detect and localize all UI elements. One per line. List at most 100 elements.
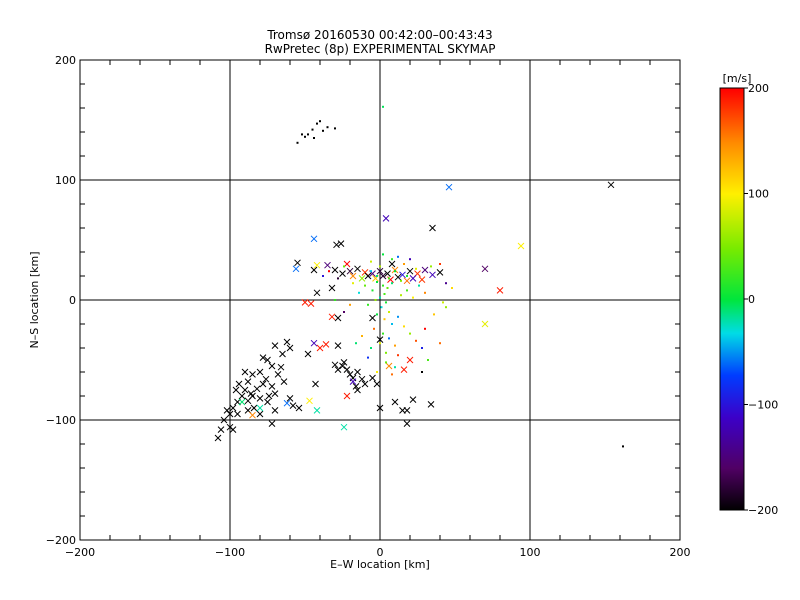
data-point-dot [334,299,336,301]
data-point-x [277,363,285,371]
data-point-dot [424,327,426,330]
data-point-x [294,259,301,267]
data-point-dot [409,332,411,335]
colorbar-strip [720,137,744,139]
colorbar-strip [720,443,744,445]
data-point-dot [391,323,393,325]
data-point-x [229,404,237,412]
colorbar-strip [720,310,744,312]
data-point-x [354,386,361,394]
data-point-dot [406,289,408,292]
data-point-x [400,366,408,373]
data-point-x [607,181,615,189]
colorbar-strip [720,188,744,190]
data-point-x [337,240,345,247]
colorbar-strip [720,473,744,475]
colorbar-strip [720,394,744,396]
colorbar-strip [720,247,744,249]
colorbar-strip [720,240,744,242]
colorbar-strip [720,318,744,320]
colorbar-strip [720,253,744,255]
colorbar-strip [720,402,744,404]
colorbar-strip [720,248,744,250]
colorbar-strip [720,185,744,187]
colorbar-strip [720,333,744,335]
colorbar-strip [720,152,744,154]
data-point-dot [439,342,441,345]
colorbar-strip [720,371,744,373]
colorbar-strip [720,102,744,104]
colorbar-strip [720,167,744,169]
data-point-x [394,273,402,281]
colorbar-strip [720,144,744,146]
colorbar-strip [720,390,744,392]
colorbar-strip [720,139,744,141]
colorbar-strip [720,226,744,228]
data-point-dot [382,332,384,335]
data-point-x [271,390,279,397]
data-point-x [409,396,417,403]
data-point-dot [313,137,315,139]
colorbar-strip [720,383,744,385]
data-point-x [271,342,279,349]
colorbar-strip [720,89,744,91]
colorbar-strip [720,286,744,288]
colorbar-strip [720,374,744,376]
colorbar-strip [720,93,744,95]
colorbar-strip [720,325,744,327]
data-point-x [481,265,489,273]
colorbar-strip [720,97,744,99]
colorbar-strip [720,91,744,93]
data-point-x [223,407,231,414]
colorbar-strip [720,449,744,451]
data-point-x [312,380,319,388]
data-point-dot [433,313,435,316]
data-point-dot [400,279,402,282]
colorbar-strip [720,497,744,499]
data-point-dot [358,291,360,294]
colorbar-strip [720,204,744,206]
colorbar-strip [720,468,744,470]
y-tick-label: 0 [69,294,76,307]
data-point-dot [451,287,453,289]
colorbar-strip [720,268,744,270]
data-point-x [403,407,411,414]
data-point-x [388,260,396,268]
colorbar-unit-label: [m/s] [723,72,752,85]
colorbar-strip [720,379,744,381]
colorbar-strip [720,171,744,173]
colorbar-strip [720,466,744,468]
data-point-x [234,410,241,418]
data-point-dot [364,284,366,287]
colorbar-strip [720,403,744,405]
data-point-x [391,398,399,406]
data-point-x [313,407,321,414]
colorbar-strip [720,153,744,155]
colorbar-strip [720,372,744,374]
colorbar-strip [720,411,744,413]
colorbar-strip [720,508,744,510]
data-point-dot [367,356,369,359]
data-point-x [301,299,309,306]
data-point-x [517,242,525,250]
colorbar-strip [720,201,744,203]
colorbar-strip [720,474,744,476]
colorbar-strip [720,302,744,304]
data-point-dot [322,275,324,277]
colorbar-strip [720,293,744,295]
colorbar-strip [720,429,744,431]
data-point-x [244,378,252,385]
colorbar-strip [720,438,744,440]
colorbar-strip [720,266,744,268]
data-point-x [271,407,279,414]
colorbar-strip [720,488,744,490]
colorbar-strip [720,375,744,377]
data-point-x [399,271,406,279]
colorbar-strip [720,124,744,126]
colorbar-strip [720,415,744,417]
data-point-x [403,277,411,285]
data-point-dot [379,265,381,268]
data-point-x [376,404,384,412]
colorbar-strip [720,264,744,266]
colorbar-strip [720,157,744,159]
